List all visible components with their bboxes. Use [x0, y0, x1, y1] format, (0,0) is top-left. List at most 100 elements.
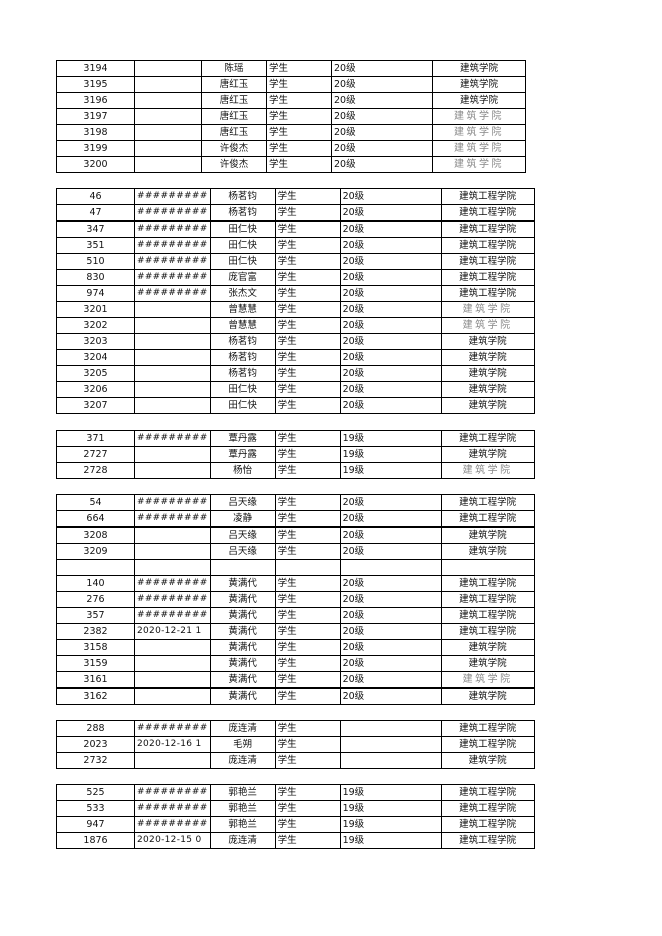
name-cell[interactable]: 庞官富 — [209, 269, 276, 286]
role-cell[interactable]: 学生 — [274, 752, 341, 769]
grade-cell[interactable]: 20级 — [339, 220, 442, 238]
name-cell[interactable]: 张杰文 — [209, 285, 276, 302]
grade-cell[interactable]: 20级 — [339, 623, 442, 640]
grade-cell[interactable]: 19级 — [339, 816, 442, 833]
role-cell[interactable]: 学生 — [266, 60, 332, 77]
role-cell[interactable]: 学生 — [274, 543, 341, 560]
date-cell[interactable]: ######### — [134, 510, 211, 528]
college-cell[interactable]: 建筑工程学院 — [440, 816, 535, 833]
college-cell[interactable]: 建筑学院 — [440, 397, 535, 414]
id-cell[interactable]: 3209 — [56, 543, 135, 560]
college-cell[interactable]: 建筑工程学院 — [440, 253, 535, 270]
name-cell[interactable]: 黄满代 — [209, 591, 276, 608]
name-cell[interactable]: 田仁快 — [209, 220, 276, 238]
grade-cell[interactable]: 20级 — [339, 591, 442, 608]
grade-cell[interactable]: 20级 — [339, 317, 442, 334]
role-cell[interactable]: 学生 — [274, 462, 341, 479]
id-cell[interactable]: 3202 — [56, 317, 135, 334]
grade-cell[interactable]: 19级 — [339, 430, 442, 447]
id-cell[interactable] — [56, 559, 135, 576]
name-cell[interactable]: 郭艳兰 — [209, 800, 276, 817]
date-cell[interactable] — [134, 543, 211, 560]
role-cell[interactable]: 学生 — [266, 124, 332, 141]
role-cell[interactable]: 学生 — [274, 720, 341, 737]
date-cell[interactable] — [134, 317, 211, 334]
grade-cell[interactable]: 19级 — [339, 446, 442, 463]
college-cell[interactable]: 建筑工程学院 — [440, 285, 535, 302]
name-cell[interactable]: 黄满代 — [209, 655, 276, 672]
name-cell[interactable]: 杨茗钧 — [209, 333, 276, 350]
grade-cell[interactable] — [339, 720, 442, 737]
role-cell[interactable]: 学生 — [274, 188, 341, 205]
college-cell[interactable]: 建筑工程学院 — [440, 220, 535, 238]
name-cell[interactable]: 吕天缘 — [209, 526, 276, 544]
college-cell[interactable]: 建筑学院 — [440, 655, 535, 672]
name-cell[interactable]: 杨茗钧 — [209, 365, 276, 382]
role-cell[interactable]: 学生 — [274, 253, 341, 270]
grade-cell[interactable]: 19级 — [339, 462, 442, 479]
grade-cell[interactable]: 20级 — [339, 301, 442, 318]
role-cell[interactable]: 学生 — [274, 446, 341, 463]
role-cell[interactable]: 学生 — [274, 816, 341, 833]
date-cell[interactable] — [134, 60, 202, 77]
grade-cell[interactable]: 20级 — [339, 365, 442, 382]
name-cell[interactable]: 陈瑶 — [201, 60, 267, 77]
date-cell[interactable] — [134, 752, 211, 769]
grade-cell[interactable]: 19级 — [339, 800, 442, 817]
date-cell[interactable] — [134, 365, 211, 382]
role-cell[interactable] — [274, 559, 341, 576]
id-cell[interactable]: 140 — [56, 575, 135, 592]
name-cell[interactable]: 黄满代 — [209, 575, 276, 592]
name-cell[interactable]: 黄满代 — [209, 671, 276, 689]
college-cell[interactable]: 建筑学院 — [440, 301, 535, 318]
college-cell[interactable]: 建筑工程学院 — [440, 832, 535, 849]
role-cell[interactable]: 学生 — [274, 607, 341, 624]
grade-cell[interactable]: 20级 — [339, 639, 442, 656]
id-cell[interactable]: 357 — [56, 607, 135, 624]
name-cell[interactable]: 覃丹露 — [209, 430, 276, 447]
role-cell[interactable]: 学生 — [274, 285, 341, 302]
grade-cell[interactable]: 20级 — [339, 510, 442, 528]
name-cell[interactable]: 唐红玉 — [201, 92, 267, 109]
grade-cell[interactable] — [339, 559, 442, 576]
date-cell[interactable]: ######### — [134, 269, 211, 286]
id-cell[interactable]: 2023 — [56, 736, 135, 753]
date-cell[interactable]: ######### — [134, 204, 211, 222]
grade-cell[interactable]: 20级 — [339, 494, 442, 511]
date-cell[interactable] — [134, 140, 202, 157]
date-cell[interactable] — [134, 333, 211, 350]
id-cell[interactable]: 3158 — [56, 639, 135, 656]
role-cell[interactable]: 学生 — [266, 108, 332, 125]
name-cell[interactable]: 吕天缘 — [209, 494, 276, 511]
id-cell[interactable]: 2728 — [56, 462, 135, 479]
name-cell[interactable]: 郭艳兰 — [209, 784, 276, 801]
id-cell[interactable]: 3159 — [56, 655, 135, 672]
role-cell[interactable]: 学生 — [274, 365, 341, 382]
name-cell[interactable]: 黄满代 — [209, 639, 276, 656]
grade-cell[interactable] — [339, 752, 442, 769]
role-cell[interactable]: 学生 — [274, 510, 341, 528]
name-cell[interactable]: 杨茗钧 — [209, 204, 276, 222]
id-cell[interactable]: 3204 — [56, 349, 135, 366]
date-cell[interactable] — [134, 671, 211, 689]
college-cell[interactable]: 建筑学院 — [432, 108, 526, 125]
role-cell[interactable]: 学生 — [274, 237, 341, 254]
id-cell[interactable]: 2732 — [56, 752, 135, 769]
date-cell[interactable]: 2020-12-21 1 — [134, 623, 211, 640]
date-cell[interactable] — [134, 301, 211, 318]
date-cell[interactable] — [134, 687, 211, 705]
name-cell[interactable]: 黄满代 — [209, 623, 276, 640]
grade-cell[interactable]: 20级 — [339, 349, 442, 366]
id-cell[interactable]: 46 — [56, 188, 135, 205]
college-cell[interactable]: 建筑工程学院 — [440, 269, 535, 286]
name-cell[interactable]: 杨怡 — [209, 462, 276, 479]
date-cell[interactable]: ######### — [134, 220, 211, 238]
grade-cell[interactable]: 20级 — [331, 140, 433, 157]
college-cell[interactable]: 建筑学院 — [440, 671, 535, 689]
college-cell[interactable]: 建筑工程学院 — [440, 575, 535, 592]
id-cell[interactable]: 347 — [56, 220, 135, 238]
grade-cell[interactable]: 20级 — [339, 655, 442, 672]
date-cell[interactable]: ######### — [134, 575, 211, 592]
name-cell[interactable]: 黄满代 — [209, 607, 276, 624]
college-cell[interactable]: 建筑工程学院 — [440, 591, 535, 608]
